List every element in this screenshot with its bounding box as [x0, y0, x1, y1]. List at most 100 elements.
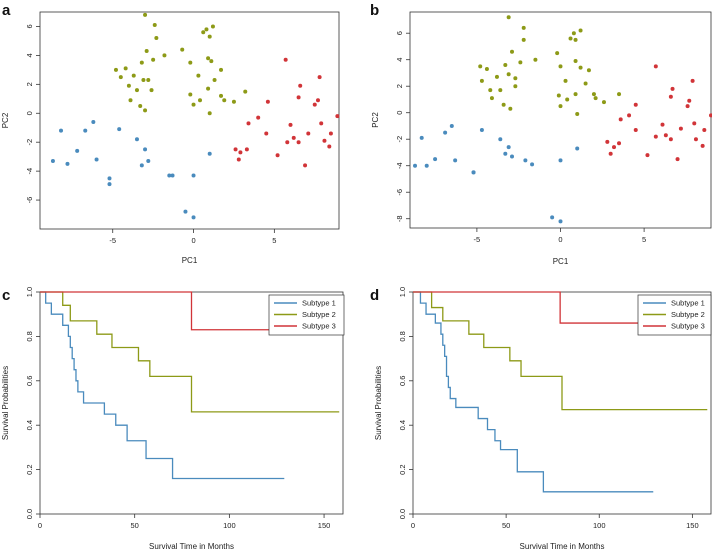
data-point — [139, 163, 144, 168]
y-tick-label: -8 — [395, 215, 404, 222]
data-point — [627, 113, 632, 118]
data-point — [209, 59, 214, 64]
data-point — [94, 157, 99, 162]
data-point — [443, 130, 448, 135]
x-tick-label: 0 — [558, 235, 562, 244]
data-point — [296, 140, 301, 145]
data-point — [50, 159, 55, 164]
y-tick-label: -4 — [395, 162, 404, 169]
data-point — [670, 86, 675, 91]
x-tick-label: 0 — [411, 521, 415, 530]
y-tick-label: 0.4 — [398, 420, 407, 430]
survival-curve-subtype-1 — [413, 291, 654, 493]
data-point — [146, 77, 151, 82]
data-point — [617, 141, 622, 146]
y-tick-label: 0.2 — [398, 464, 407, 474]
y-axis-title: Survival Probabilities — [1, 366, 10, 440]
data-point — [275, 153, 280, 158]
data-point — [191, 215, 196, 220]
data-point — [212, 77, 217, 82]
data-point — [201, 30, 206, 35]
legend: Subtype 1 Subtype 2 Subtype 3 — [637, 294, 712, 336]
data-point — [513, 76, 518, 81]
data-point — [117, 127, 122, 132]
data-point — [498, 88, 503, 93]
y-tick-label: 1.0 — [25, 287, 34, 297]
data-point — [668, 137, 673, 142]
data-point — [578, 65, 583, 70]
data-point — [568, 36, 573, 41]
legend-label: Subtype 2 — [671, 310, 705, 319]
data-point — [319, 121, 324, 126]
data-point — [521, 37, 526, 42]
panel-c: c 0 50 100 150 0.0 0.2 0.4 0.6 0.8 1.0 Survival Tim… — [1, 287, 345, 551]
data-point — [83, 128, 88, 133]
panel-b: b -5 0 5 -8 -6 -4 -2 0 2 4 6 PC1 PC2 — [370, 2, 712, 266]
data-point — [151, 57, 156, 62]
x-tick-label: 0 — [191, 236, 195, 245]
y-tick-label: 2 — [395, 84, 404, 88]
data-point — [563, 78, 568, 83]
data-point — [238, 150, 243, 155]
data-point — [700, 143, 705, 148]
legend-label: Subtype 3 — [671, 322, 705, 331]
data-point — [219, 93, 224, 98]
data-point — [653, 134, 658, 139]
data-point — [601, 100, 606, 105]
data-point — [424, 163, 429, 168]
data-point — [143, 147, 148, 152]
data-point — [207, 34, 212, 39]
data-point — [207, 111, 212, 116]
data-point — [660, 122, 665, 127]
y-tick-label: 0.2 — [25, 464, 34, 474]
y-axis-title: PC2 — [1, 112, 10, 128]
x-tick-label: 5 — [272, 236, 276, 245]
x-tick-label: 50 — [131, 521, 139, 530]
y-tick-label: 0.6 — [25, 376, 34, 386]
data-point — [453, 158, 458, 163]
data-point — [558, 64, 563, 69]
data-point — [633, 127, 638, 132]
x-axis-title: PC1 — [182, 256, 198, 265]
data-point — [322, 138, 327, 143]
x-tick-label: -5 — [474, 235, 481, 244]
survival-curve-subtype-1 — [40, 291, 285, 480]
data-point — [608, 151, 613, 156]
data-point — [506, 72, 511, 77]
data-point — [59, 128, 64, 133]
data-point — [419, 135, 424, 140]
x-tick-label: 100 — [593, 521, 606, 530]
data-point — [591, 92, 596, 97]
y-tick-label: 2 — [25, 82, 34, 86]
data-point — [233, 147, 238, 152]
data-point — [327, 144, 332, 149]
data-point — [196, 73, 201, 78]
data-point — [167, 173, 172, 178]
x-axis-title: Survival Time in Months — [149, 542, 234, 551]
data-point — [510, 49, 515, 54]
data-point — [210, 24, 215, 29]
data-point — [264, 131, 269, 136]
data-point — [134, 88, 139, 93]
data-point — [198, 98, 203, 103]
data-point — [107, 182, 112, 187]
data-point — [246, 121, 251, 126]
y-tick-label: 0.8 — [398, 331, 407, 341]
data-point — [231, 99, 236, 104]
survival-curve-subtype-3 — [413, 291, 656, 324]
x-tick-label: 0 — [38, 521, 42, 530]
series-subtype-2 — [478, 15, 622, 117]
panel-letter-b: b — [370, 2, 379, 19]
data-point — [207, 151, 212, 156]
y-tick-label: 0 — [25, 111, 34, 115]
data-point — [283, 57, 288, 62]
data-point — [617, 92, 622, 97]
data-point — [489, 96, 494, 101]
data-point — [138, 104, 143, 109]
data-point — [668, 94, 673, 99]
data-point — [550, 215, 555, 220]
data-point — [291, 135, 296, 140]
survival-curve-subtype-3 — [40, 291, 275, 331]
data-point — [605, 139, 610, 144]
data-point — [618, 117, 623, 122]
